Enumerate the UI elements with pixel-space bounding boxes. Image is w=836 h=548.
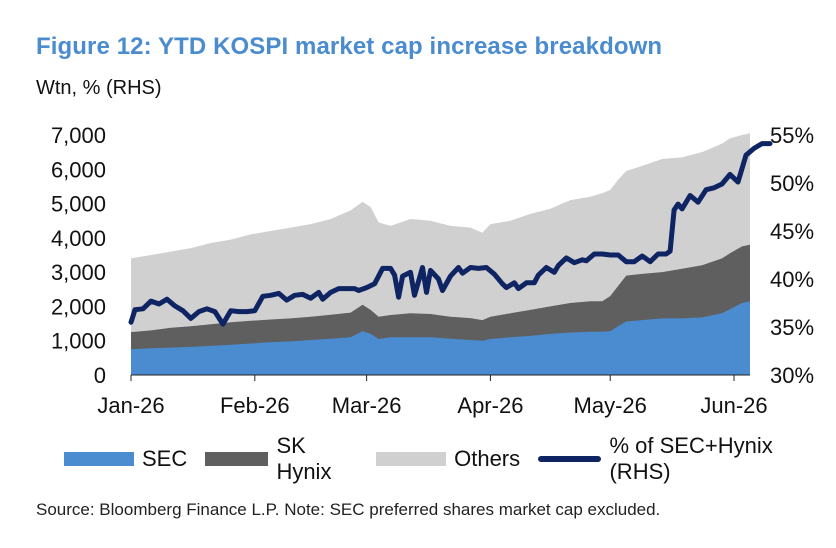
axis-unit-label: Wtn, % (RHS) (36, 77, 162, 99)
y-left-tick-label: 0 (94, 363, 106, 388)
legend-label-others: Others (454, 446, 521, 471)
legend-swatch-ratio (538, 456, 602, 462)
y-left-tick-label: 7,000 (51, 123, 106, 148)
chart-plot: Jan-26 Feb-26 Mar-26 Apr-26 May-26 Jun-26 0 1,0… (51, 123, 814, 418)
y-left-tick-label: 4,000 (51, 226, 106, 251)
source-note: Source: Bloomberg Finance L.P. Note: SEC… (36, 500, 661, 519)
legend-swatch-sec (64, 452, 134, 466)
y-right-tick-label: 45% (770, 219, 814, 244)
legend-label-ratio: % of SEC+Hynix (RHS) (609, 433, 773, 484)
legend-item-others: Others (376, 446, 520, 472)
x-tick-label: May-26 (574, 393, 647, 418)
legend-label-sk-hynix: SK Hynix (276, 433, 332, 484)
chart-legend: SEC SK Hynix Others % of SEC+Hynix (RHS) (64, 433, 836, 484)
chart-title: Figure 12: YTD KOSPI market cap increase… (36, 33, 663, 60)
legend-item-sec: SEC (64, 446, 187, 472)
x-tick-label: Apr-26 (457, 393, 523, 418)
y-left-tick-label: 3,000 (51, 260, 106, 285)
legend-swatch-sk-hynix (205, 452, 269, 466)
legend-item-sk-hynix: SK Hynix (205, 433, 358, 485)
y-right-tick-label: 55% (770, 123, 814, 148)
y-right-tick-label: 40% (770, 267, 814, 292)
y-right-tick-label: 35% (770, 315, 814, 340)
x-tick-label: Jan-26 (97, 393, 164, 418)
y-left-tick-label: 2,000 (51, 294, 106, 319)
legend-item-ratio: % of SEC+Hynix (RHS) (538, 433, 818, 485)
y-left-tick-label: 5,000 (51, 192, 106, 217)
legend-swatch-others (376, 452, 447, 466)
y-left-tick-label: 1,000 (51, 329, 106, 354)
x-tick-label: Feb-26 (220, 393, 290, 418)
x-tick-label: Mar-26 (332, 393, 402, 418)
x-tick-label: Jun-26 (700, 393, 767, 418)
y-right-tick-label: 30% (770, 363, 814, 388)
y-right-tick-label: 50% (770, 171, 814, 196)
area-sec (131, 301, 750, 375)
y-left-tick-label: 6,000 (51, 157, 106, 182)
legend-label-sec: SEC (142, 446, 188, 471)
line-sec-hynix-share (128, 141, 773, 327)
